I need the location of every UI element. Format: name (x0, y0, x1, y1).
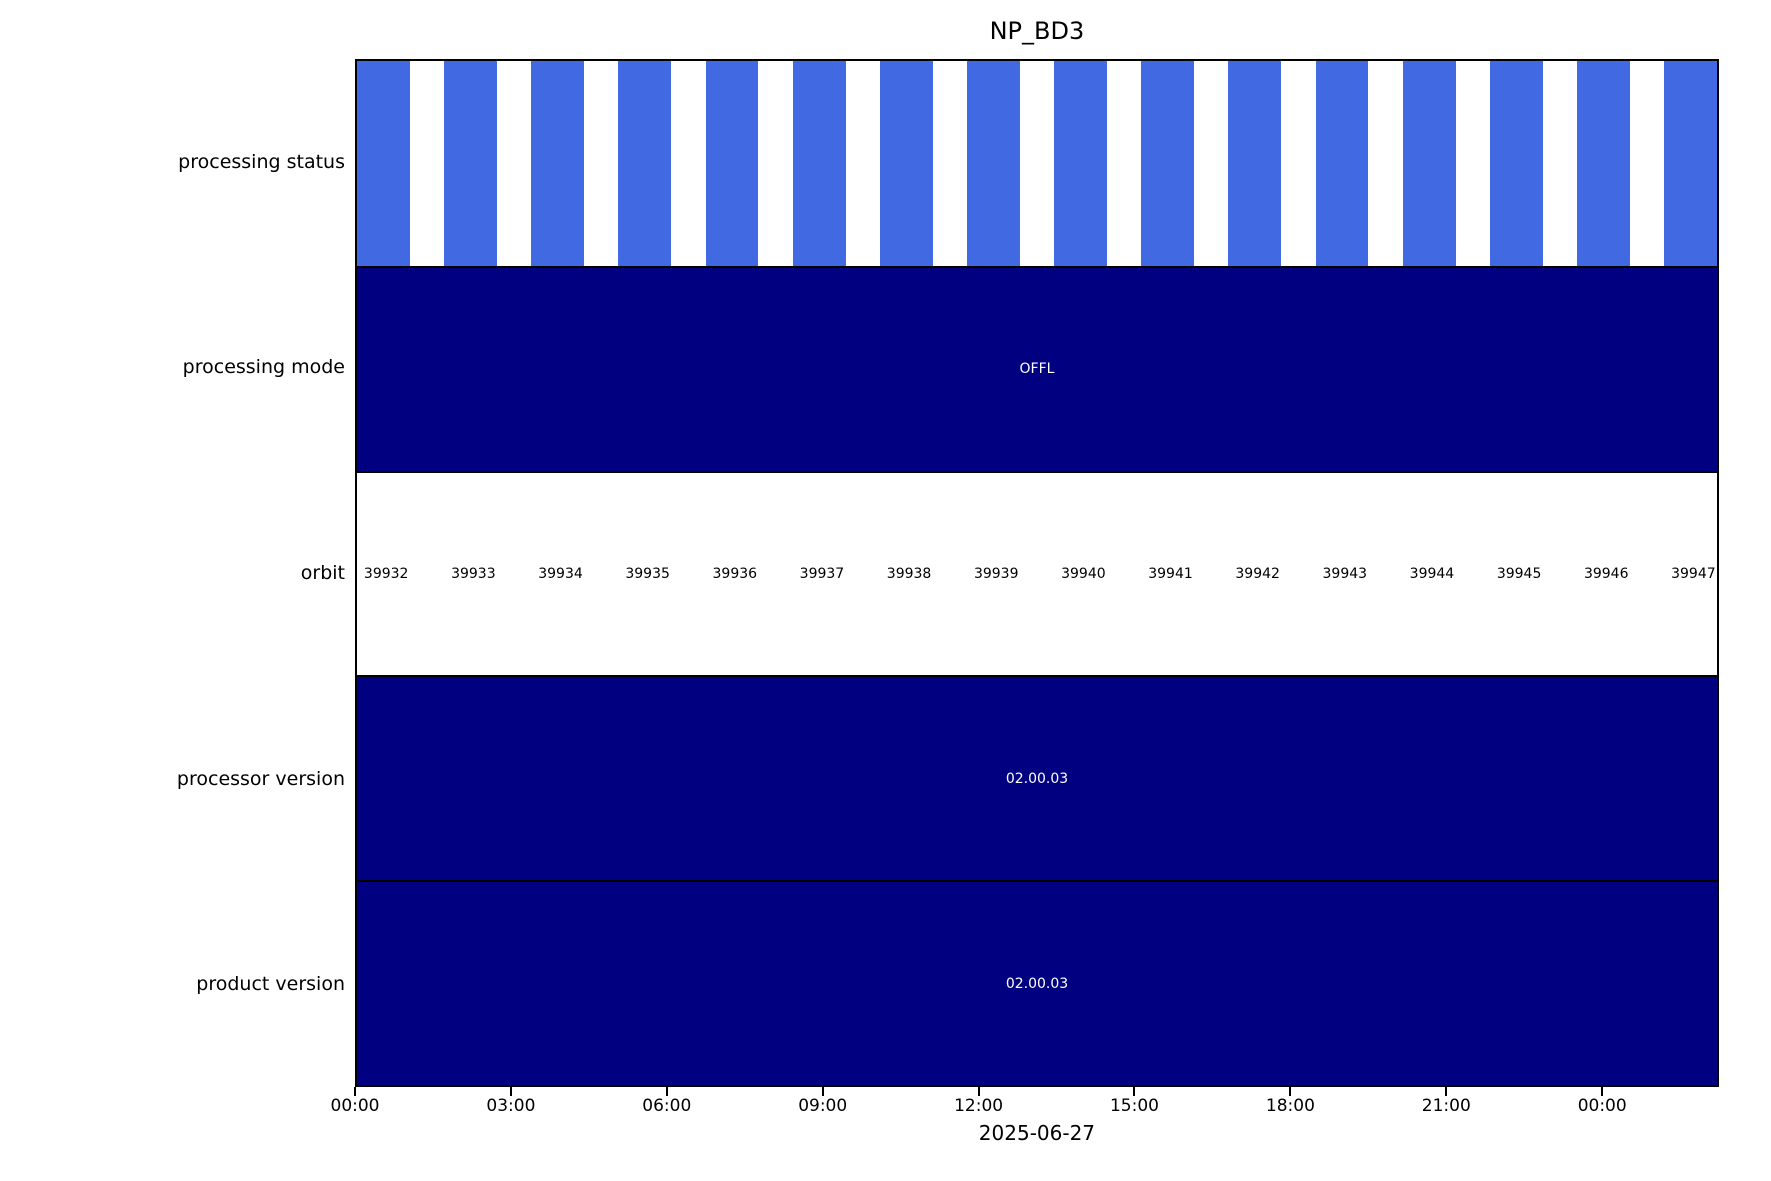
plot-area: OFFL 39932 39933 39934 39935 39936 39937 39938 3… (355, 59, 1719, 1087)
x-tick-mark (977, 1087, 980, 1096)
x-tick-label: 00:00 (1577, 1096, 1627, 1116)
orbit-number: 39933 (451, 565, 496, 582)
status-stripe (1315, 61, 1369, 266)
x-tick-label: 06:00 (642, 1096, 692, 1116)
x-tick-label: 18:00 (1265, 1096, 1315, 1116)
orbit-number: 39934 (538, 565, 583, 582)
x-tick-label: 00:00 (330, 1096, 380, 1116)
x-tick-mark (354, 1087, 356, 1096)
x-tick-label: 21:00 (1421, 1096, 1471, 1116)
x-tick-mark (665, 1087, 668, 1096)
processor-version-value: 02.00.03 (1005, 770, 1069, 787)
orbit-number: 39945 (1496, 565, 1542, 582)
band-processor-version: 02.00.03 (357, 675, 1717, 881)
status-stripe (792, 61, 846, 266)
orbit-number: 39943 (1322, 565, 1368, 582)
status-stripe (705, 61, 759, 266)
y-axis-label-processing-status: processing status (178, 150, 345, 173)
orbit-number: 39936 (712, 565, 758, 582)
status-stripe (357, 61, 410, 266)
band-processing-status (357, 61, 1717, 266)
band-orbit: 39932 39933 39934 39935 39936 39937 39938 39939… (357, 470, 1717, 676)
processing-mode-value: OFFL (1019, 361, 1055, 378)
y-axis-label-processor-version: processor version (176, 767, 345, 790)
band-product-version: 02.00.03 (357, 880, 1717, 1085)
orbit-number: 39947 (1671, 565, 1716, 582)
band-processing-mode: OFFL (357, 265, 1717, 471)
orbit-number: 39939 (973, 565, 1019, 582)
status-stripe (967, 61, 1020, 266)
product-version-value: 02.00.03 (1005, 975, 1069, 992)
x-tick-label: 03:00 (486, 1096, 536, 1116)
x-tick-label: 12:00 (954, 1096, 1004, 1116)
y-axis-label-processing-mode: processing mode (182, 356, 345, 379)
status-stripe (444, 61, 497, 266)
x-tick-mark (1289, 1087, 1292, 1096)
status-stripe (618, 61, 672, 266)
orbit-number: 39944 (1409, 565, 1455, 582)
y-axis-label-orbit: orbit (300, 561, 345, 584)
x-tick-mark (509, 1087, 512, 1096)
chart-title: NP_BD3 (989, 17, 1085, 45)
orbit-number: 39942 (1235, 565, 1280, 582)
status-stripe (1141, 61, 1195, 266)
x-tick-mark (1445, 1087, 1448, 1096)
y-axis-label-product-version: product version (196, 973, 345, 996)
orbit-number: 39940 (1061, 565, 1106, 582)
orbit-number: 39938 (886, 565, 932, 582)
status-stripe (1054, 61, 1107, 266)
x-tick-mark (1133, 1087, 1136, 1096)
orbit-number: 39935 (625, 565, 670, 582)
status-stripe (531, 61, 585, 266)
x-tick-label: 09:00 (798, 1096, 848, 1116)
orbit-number: 39937 (799, 565, 845, 582)
status-stripe (1577, 61, 1630, 266)
x-tick-label: 15:00 (1109, 1096, 1159, 1116)
status-stripe (1664, 61, 1717, 266)
x-tick-mark (1601, 1087, 1604, 1096)
status-stripe (1402, 61, 1456, 266)
x-axis-date-label: 2025-06-27 (978, 1121, 1096, 1145)
status-stripe (1489, 61, 1543, 266)
orbit-number: 39932 (363, 565, 409, 582)
status-stripe (1228, 61, 1282, 266)
orbit-number: 39946 (1583, 565, 1629, 582)
orbit-number: 39941 (1148, 565, 1193, 582)
status-stripe (879, 61, 933, 266)
x-tick-mark (821, 1087, 824, 1096)
